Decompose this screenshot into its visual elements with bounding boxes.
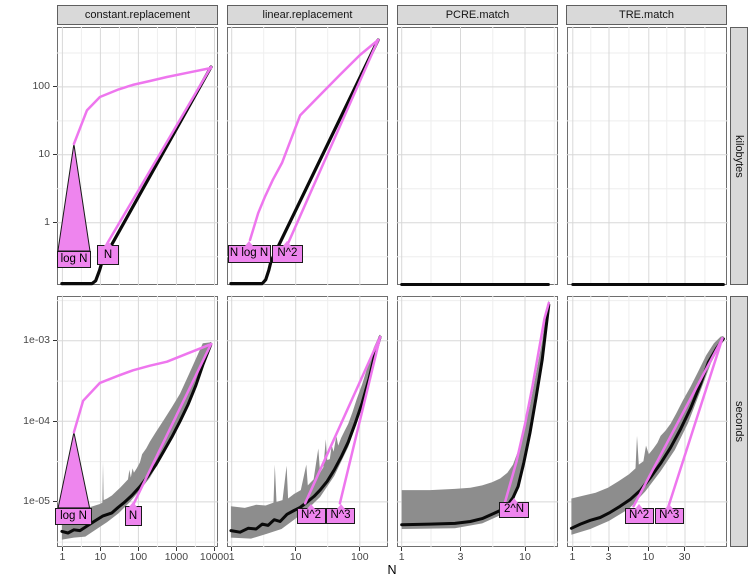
panel-canvas (226, 26, 389, 286)
x-axis-tick (231, 547, 233, 551)
panel-canvas (226, 295, 389, 548)
x-axis-tick (99, 547, 101, 551)
x-axis-tick (684, 547, 686, 551)
facet-strip-label: kilobytes (733, 134, 745, 178)
panel-kilobytes-constant-replacement: log N N (56, 26, 219, 286)
panel-canvas (396, 295, 559, 548)
panel-kilobytes-linear-replacement: N log N N^2 (226, 26, 389, 286)
x-axis-tick-label: 30 (678, 551, 691, 563)
panel-canvas (56, 26, 219, 286)
y-axis-tick (53, 222, 57, 224)
ref-2n-line (503, 301, 551, 504)
x-axis-tick-label: 10 (289, 551, 302, 563)
y-axis-tick-label: 1e-04 (23, 414, 50, 427)
facet-strip-seconds: seconds (730, 296, 748, 547)
panel-canvas (566, 295, 728, 548)
big-o-label: N^2 (271, 241, 303, 263)
x-axis-tick (295, 547, 297, 551)
big-o-label: N (97, 241, 119, 266)
panel-kilobytes-tre-match (566, 26, 728, 286)
x-axis-tick (460, 547, 461, 551)
big-o-label: N^3 (326, 503, 355, 524)
x-axis-title: N (387, 563, 397, 577)
y-axis-tick (53, 420, 57, 422)
panel-seconds-tre-match: N^2 N^3 (566, 295, 728, 548)
panel-canvas (566, 26, 728, 286)
panel-seconds-pcre-match: 2^N (396, 295, 559, 548)
big-o-label: log N (55, 507, 92, 525)
x-axis-tick-label: 1 (398, 551, 405, 563)
x-axis-tick-label: 1 (59, 551, 66, 563)
facet-strip-kilobytes: kilobytes (730, 27, 748, 285)
ref-n3-line (666, 337, 724, 508)
measured-time-line (60, 342, 213, 535)
facet-strip-label: TRE.match (618, 9, 674, 21)
ref-log-n-line (72, 342, 213, 434)
y-axis-tick (53, 501, 57, 503)
x-axis-tick (647, 547, 649, 551)
x-axis-tick (61, 547, 63, 551)
x-axis-tick-label: 100 (129, 551, 148, 563)
x-axis-tick (175, 547, 177, 551)
x-axis-tick-label: 10000 (199, 551, 230, 563)
ref-n-line (105, 65, 213, 246)
ref-n2-line (631, 337, 724, 508)
panel-seconds-linear-replacement: N^2 N^3 (226, 295, 389, 548)
minmax-ribbon-area (401, 300, 549, 529)
x-axis-tick-label: 1 (228, 551, 235, 563)
facet-strip-linear-replacement: linear.replacement (227, 5, 388, 25)
big-o-label: N log N (227, 241, 271, 263)
measured-memory-line (60, 65, 213, 286)
ref-n3-line (338, 335, 382, 505)
y-axis-tick-label: 100 (32, 80, 50, 93)
measured-time-line (229, 335, 382, 534)
x-axis-tick-label: 1 (569, 551, 576, 563)
facet-strip-tre-match: TRE.match (566, 5, 727, 25)
x-axis-tick-label: 10 (642, 551, 655, 563)
x-axis-tick (359, 547, 361, 551)
facet-strip-label: constant.replacement (84, 9, 191, 21)
y-axis-tick (53, 154, 57, 156)
ref-n2-line (303, 335, 382, 505)
x-axis-tick-label: 10 (94, 551, 107, 563)
minmax-ribbon-area (570, 335, 723, 535)
y-axis-tick (53, 86, 57, 88)
facet-strip-constant-replacement: constant.replacement (57, 5, 218, 25)
x-axis-tick-label: 1000 (164, 551, 189, 563)
facet-strip-label: linear.replacement (262, 9, 353, 21)
x-axis-tick (401, 547, 403, 551)
x-axis-tick (214, 547, 215, 551)
measured-memory-line (229, 38, 380, 286)
big-o-label: N^3 (654, 503, 684, 524)
x-axis-tick-label: 3 (605, 551, 612, 563)
panel-seconds-constant-replacement: log N N (55, 295, 219, 548)
ref-log-n-line (72, 66, 213, 146)
ref-n-log-n-line (248, 38, 380, 242)
y-axis-tick (53, 340, 57, 342)
y-axis-tick-label: 1e-03 (23, 334, 50, 347)
big-o-label: 2^N (499, 498, 529, 519)
y-axis-tick-label: 1e-05 (23, 495, 50, 508)
x-axis-tick-label: 100 (351, 551, 369, 563)
ref-n2-line (286, 38, 380, 245)
x-axis-tick (524, 547, 526, 551)
x-axis-tick (137, 547, 139, 551)
y-axis-tick-label: 1 (44, 216, 50, 229)
ref-n-line (130, 342, 213, 509)
x-axis-tick-label: 10 (519, 551, 531, 563)
facet-strip-label: seconds (733, 401, 745, 442)
facet-strip-pcre-match: PCRE.match (397, 5, 558, 25)
facet-strip-label: PCRE.match (445, 9, 510, 21)
x-axis-tick-label: 3 (457, 551, 464, 563)
big-o-label: N^2 (624, 503, 654, 524)
big-o-label: N (124, 502, 142, 527)
big-o-label: N^2 (296, 503, 326, 524)
x-axis-tick (608, 547, 610, 551)
y-axis-tick-label: 10 (38, 148, 50, 161)
panel-canvas (396, 26, 559, 286)
panel-kilobytes-pcre-match (396, 26, 559, 286)
big-o-label: log N (57, 251, 91, 268)
x-axis-tick (571, 547, 573, 551)
